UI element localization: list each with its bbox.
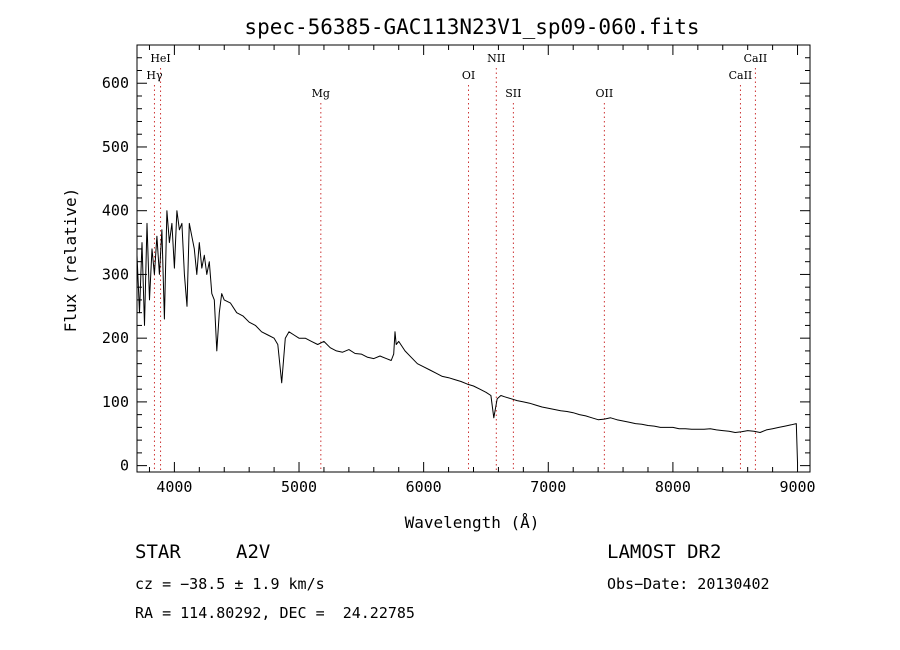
spectral-line-label: OII xyxy=(596,87,614,100)
spectral-line-label: HeI xyxy=(150,52,170,65)
spectral-subclass: A2V xyxy=(236,541,271,563)
redshift-readout: cz = −38.5 ± 1.9 km/s xyxy=(135,575,325,593)
x-tick-label: 4000 xyxy=(156,478,192,496)
x-axis-label: Wavelength (Å) xyxy=(405,513,540,532)
survey-name: LAMOST DR2 xyxy=(607,541,722,563)
chart-title: spec-56385-GAC113N23V1_sp09-060.fits xyxy=(244,15,699,39)
object-type: STAR xyxy=(135,541,181,563)
plot-frame xyxy=(136,44,811,473)
x-tick-label: 8000 xyxy=(655,478,691,496)
coordinates-readout: RA = 114.80292, DEC = 24.22785 xyxy=(135,604,415,622)
y-tick-label: 500 xyxy=(102,138,129,156)
y-tick-label: 200 xyxy=(102,329,129,347)
y-tick-label: 400 xyxy=(102,202,129,220)
y-axis-label: Flux (relative) xyxy=(61,188,80,333)
y-tick-label: 600 xyxy=(102,74,129,92)
y-tick-label: 300 xyxy=(102,265,129,283)
spectral-line-label: Hγ xyxy=(146,69,163,82)
x-tick-label: 9000 xyxy=(779,478,815,496)
spectral-line-label: CaII xyxy=(729,69,753,82)
x-tick-label: 5000 xyxy=(281,478,317,496)
observation-date: Obs−Date: 20130402 xyxy=(607,575,770,593)
x-tick-label: 7000 xyxy=(530,478,566,496)
spectral-line-label: NII xyxy=(487,52,505,65)
y-tick-label: 100 xyxy=(102,393,129,411)
spectral-line-label: OI xyxy=(462,69,475,82)
spectrum-line xyxy=(136,210,798,463)
x-tick-label: 6000 xyxy=(406,478,442,496)
y-tick-label: 0 xyxy=(120,457,129,475)
spectral-line-label: Mg xyxy=(312,87,330,100)
spectral-line-label: CaII xyxy=(744,52,768,65)
spectral-line-label: SII xyxy=(505,87,521,100)
